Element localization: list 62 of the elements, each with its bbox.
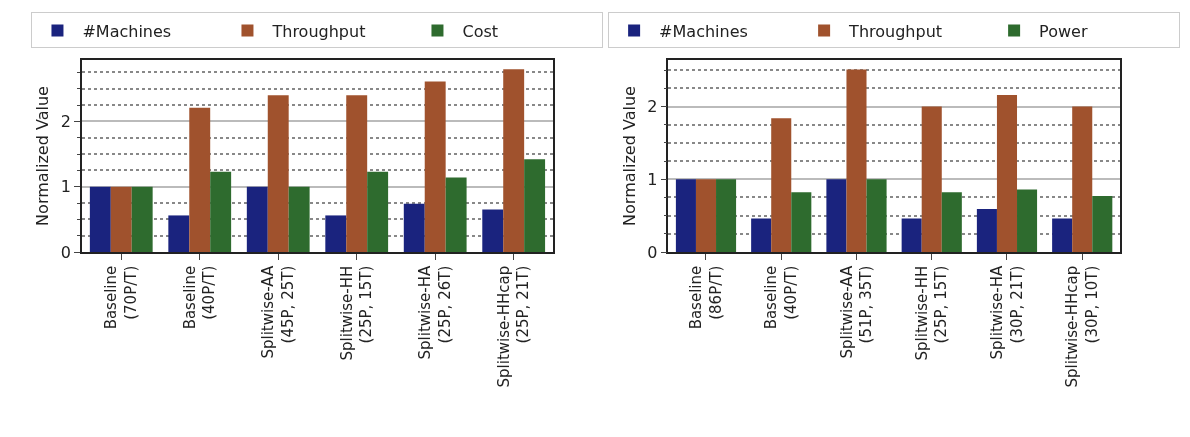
bar [1052,218,1073,252]
bar [1072,106,1093,252]
bar [288,186,310,252]
y-tick-label: 1 [60,177,72,197]
bar [246,186,268,252]
x-tick-label: Splitwise-HHcap (25P, 21T) [494,265,533,388]
x-tick-label: Splitwise-HHcap (30P, 10T) [1063,265,1101,388]
x-tick-label: Splitwise-HH (25P, 15T) [337,265,376,361]
bar [1017,189,1038,252]
legend-label: Throughput [271,21,366,41]
bar [826,179,847,252]
y-tick-label: 2 [647,97,658,117]
bar [901,218,922,252]
y-tick-label: 0 [60,242,72,262]
bar [866,179,887,252]
bar [996,94,1018,252]
bar [367,171,389,252]
x-tick-label: Baseline (40P/T) [762,265,800,330]
bar [941,192,962,252]
bar [210,171,232,252]
bar [346,95,368,252]
legend-label: Throughput [848,21,943,41]
bar [1092,196,1113,252]
bar [168,215,190,252]
x-tick-label: Splitwise-HA (25P, 26T) [416,265,454,360]
bar [675,179,696,252]
y-axis-title: Normalized Value [619,86,639,226]
y-axis-title: Normalized Value [33,86,53,226]
bar [189,107,211,252]
legend-label: Cost [462,21,499,41]
legend-label: #Machines [82,21,172,41]
y-tick-label: 1 [647,169,658,189]
bar [482,209,504,252]
bar [89,186,111,252]
bar [267,95,289,252]
bar [751,218,772,252]
y-tick-label: 2 [60,111,72,131]
bar [791,192,812,252]
bar [110,186,132,252]
y-tick-label: 0 [647,242,658,262]
x-tick-label: Baseline (86P/T) [687,265,725,330]
x-tick-label: Splitwise-HH (25P, 15T) [912,265,951,361]
bar [976,209,997,252]
bar [716,179,737,252]
bar [771,118,792,252]
legend-label: #Machines [659,21,748,41]
bar [445,177,467,252]
bar [325,215,347,252]
bar [921,106,942,252]
bar [131,186,153,252]
x-tick-label: Baseline (70P/T) [102,265,140,330]
bar [695,179,717,252]
x-tick-label: Splitwise-AA (45P, 25T) [259,265,297,359]
x-tick-label: Splitwise-AA (51P, 35T) [837,265,876,359]
bar [403,203,425,252]
x-tick-label: Baseline (40P/T) [180,265,219,330]
bar [503,69,525,252]
bar [846,69,867,252]
legend-label: Power [1039,21,1088,41]
x-tick-label: Splitwise-HA (30P, 21T) [988,265,1026,360]
bar [524,159,546,252]
bar [424,81,446,252]
